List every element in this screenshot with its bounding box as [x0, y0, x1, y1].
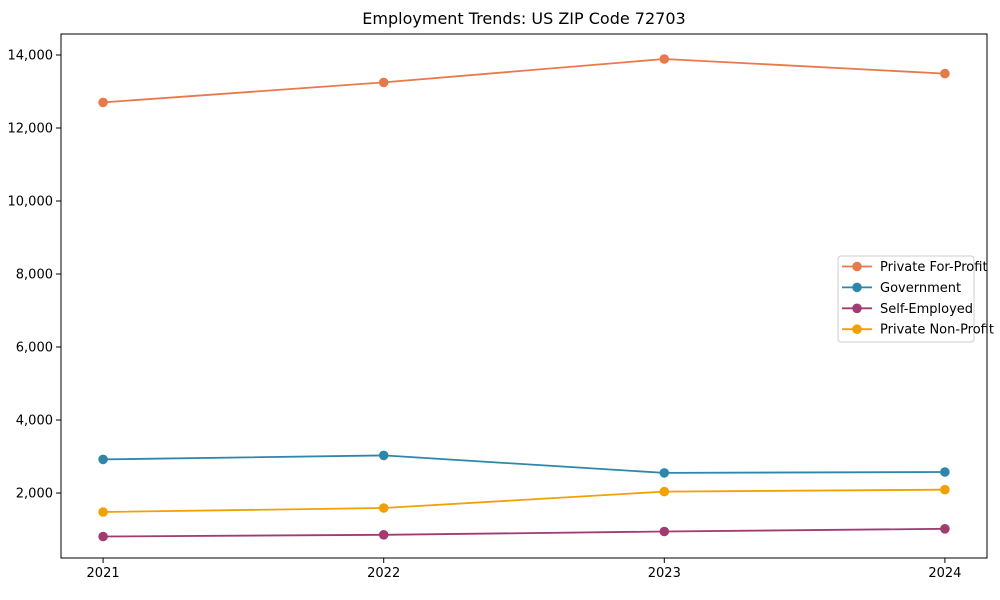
- series-line-private-non-profit: [103, 488, 945, 513]
- data-point-private-non-profit: [98, 507, 108, 517]
- x-tick-label: 2021: [87, 566, 120, 581]
- y-tick-label: 4,000: [16, 414, 53, 429]
- y-tick-label: 10,000: [8, 195, 54, 210]
- data-point-self-employed: [98, 531, 108, 542]
- data-point-private-for-profit: [98, 97, 108, 108]
- legend-label: Private Non-Profit: [880, 323, 994, 338]
- legend-marker-private-non-profit: [852, 324, 862, 335]
- series-line-private-for-profit: [103, 58, 945, 104]
- x-tick-label: 2022: [367, 566, 400, 581]
- series-line-self-employed: [103, 527, 945, 538]
- legend-marker-private-for-profit: [852, 261, 862, 272]
- data-point-government: [659, 468, 670, 478]
- series-line-government: [103, 454, 945, 474]
- data-point-private-for-profit: [940, 68, 950, 79]
- data-point-private-non-profit: [940, 484, 950, 495]
- legend-label: Private For-Profit: [880, 260, 988, 275]
- data-point-self-employed: [659, 526, 670, 537]
- data-point-self-employed: [378, 530, 389, 540]
- legend-box: [837, 255, 975, 343]
- x-tick-label: 2024: [928, 566, 961, 581]
- legend-label: Government: [880, 281, 961, 296]
- data-point-private-non-profit: [659, 486, 670, 497]
- data-point-government: [940, 467, 950, 477]
- legend-marker-self-employed: [852, 303, 862, 314]
- y-tick-label: 12,000: [8, 121, 54, 136]
- data-point-government: [98, 454, 108, 465]
- y-tick-label: 8,000: [16, 268, 53, 283]
- data-point-private-for-profit: [378, 77, 389, 88]
- x-tick-label: 2023: [648, 566, 681, 581]
- legend-label: Self-Employed: [880, 302, 973, 317]
- data-point-private-non-profit: [378, 503, 389, 513]
- chart-title: Employment Trends: US ZIP Code 72703: [362, 9, 686, 28]
- plot-border: [60, 33, 988, 559]
- legend-marker-government: [852, 282, 862, 293]
- data-point-government: [378, 450, 389, 461]
- y-tick-label: 14,000: [8, 48, 54, 63]
- data-point-self-employed: [940, 524, 950, 534]
- y-tick-label: 2,000: [16, 487, 53, 502]
- y-tick-label: 6,000: [16, 341, 53, 356]
- data-point-private-for-profit: [659, 54, 670, 64]
